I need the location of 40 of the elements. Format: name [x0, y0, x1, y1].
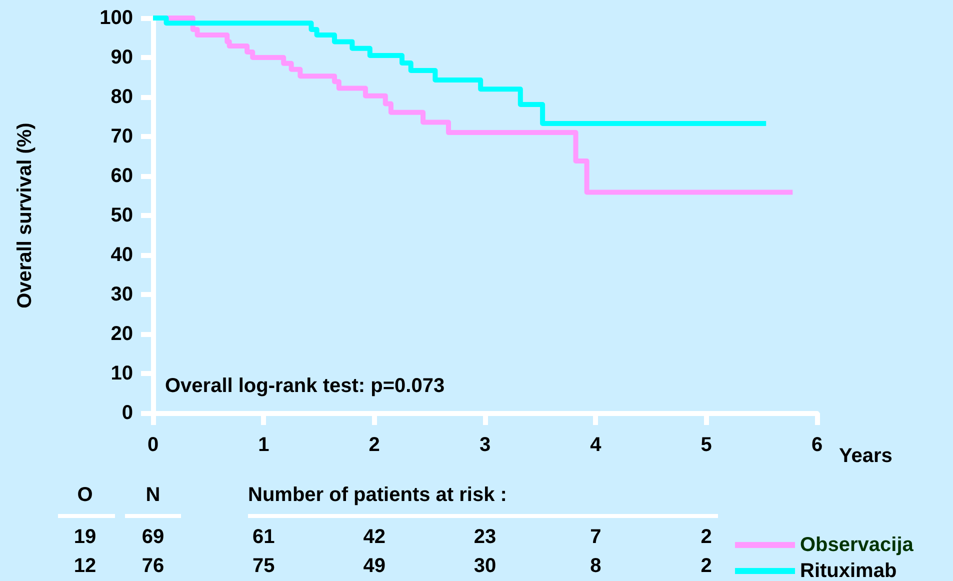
text: 75 [252, 555, 275, 577]
text: 12 [74, 555, 96, 577]
annotation: Overall log-rank test: p=0.073 [165, 375, 445, 397]
text: Number of patients at risk : [248, 484, 507, 506]
x-tick-label: 6 [811, 434, 823, 456]
y-tick-label: 100 [100, 7, 133, 29]
text: 69 [142, 526, 164, 548]
text: 76 [142, 555, 164, 577]
x-tick-label: 5 [700, 434, 712, 456]
text: 30 [474, 555, 496, 577]
text: N [146, 484, 160, 506]
text: 2 [700, 526, 712, 548]
legend-label: Rituximab [800, 560, 897, 581]
text: 49 [363, 555, 386, 577]
text: 42 [363, 526, 386, 548]
y-tick-label: 80 [110, 86, 133, 108]
y-tick-label: 60 [110, 165, 133, 187]
x-tick-label: 2 [368, 434, 380, 456]
y-tick-label: 50 [110, 204, 133, 226]
legend-label: Observacija [800, 534, 914, 556]
text: 23 [474, 526, 496, 548]
y-tick-label: 10 [110, 362, 133, 384]
text: O [77, 484, 93, 506]
text: 8 [590, 555, 602, 577]
text: 19 [74, 526, 96, 548]
y-tick-label: 90 [110, 46, 133, 68]
y-tick-label: 0 [122, 402, 133, 424]
text: 61 [252, 526, 275, 548]
y-tick-label: 70 [110, 126, 133, 148]
y-tick-label: 30 [110, 284, 133, 306]
text: 7 [590, 526, 602, 548]
x-tick-label: 0 [147, 434, 159, 456]
x-tick-label: 1 [258, 434, 270, 456]
y-axis-title: Overall survival (%) [14, 122, 36, 308]
x-axis-title: Years [839, 445, 892, 467]
text: 2 [700, 555, 712, 577]
x-tick-label: 3 [479, 434, 491, 456]
x-tick-label: 4 [590, 434, 602, 456]
y-tick-label: 40 [110, 244, 133, 266]
y-tick-label: 20 [110, 323, 133, 345]
